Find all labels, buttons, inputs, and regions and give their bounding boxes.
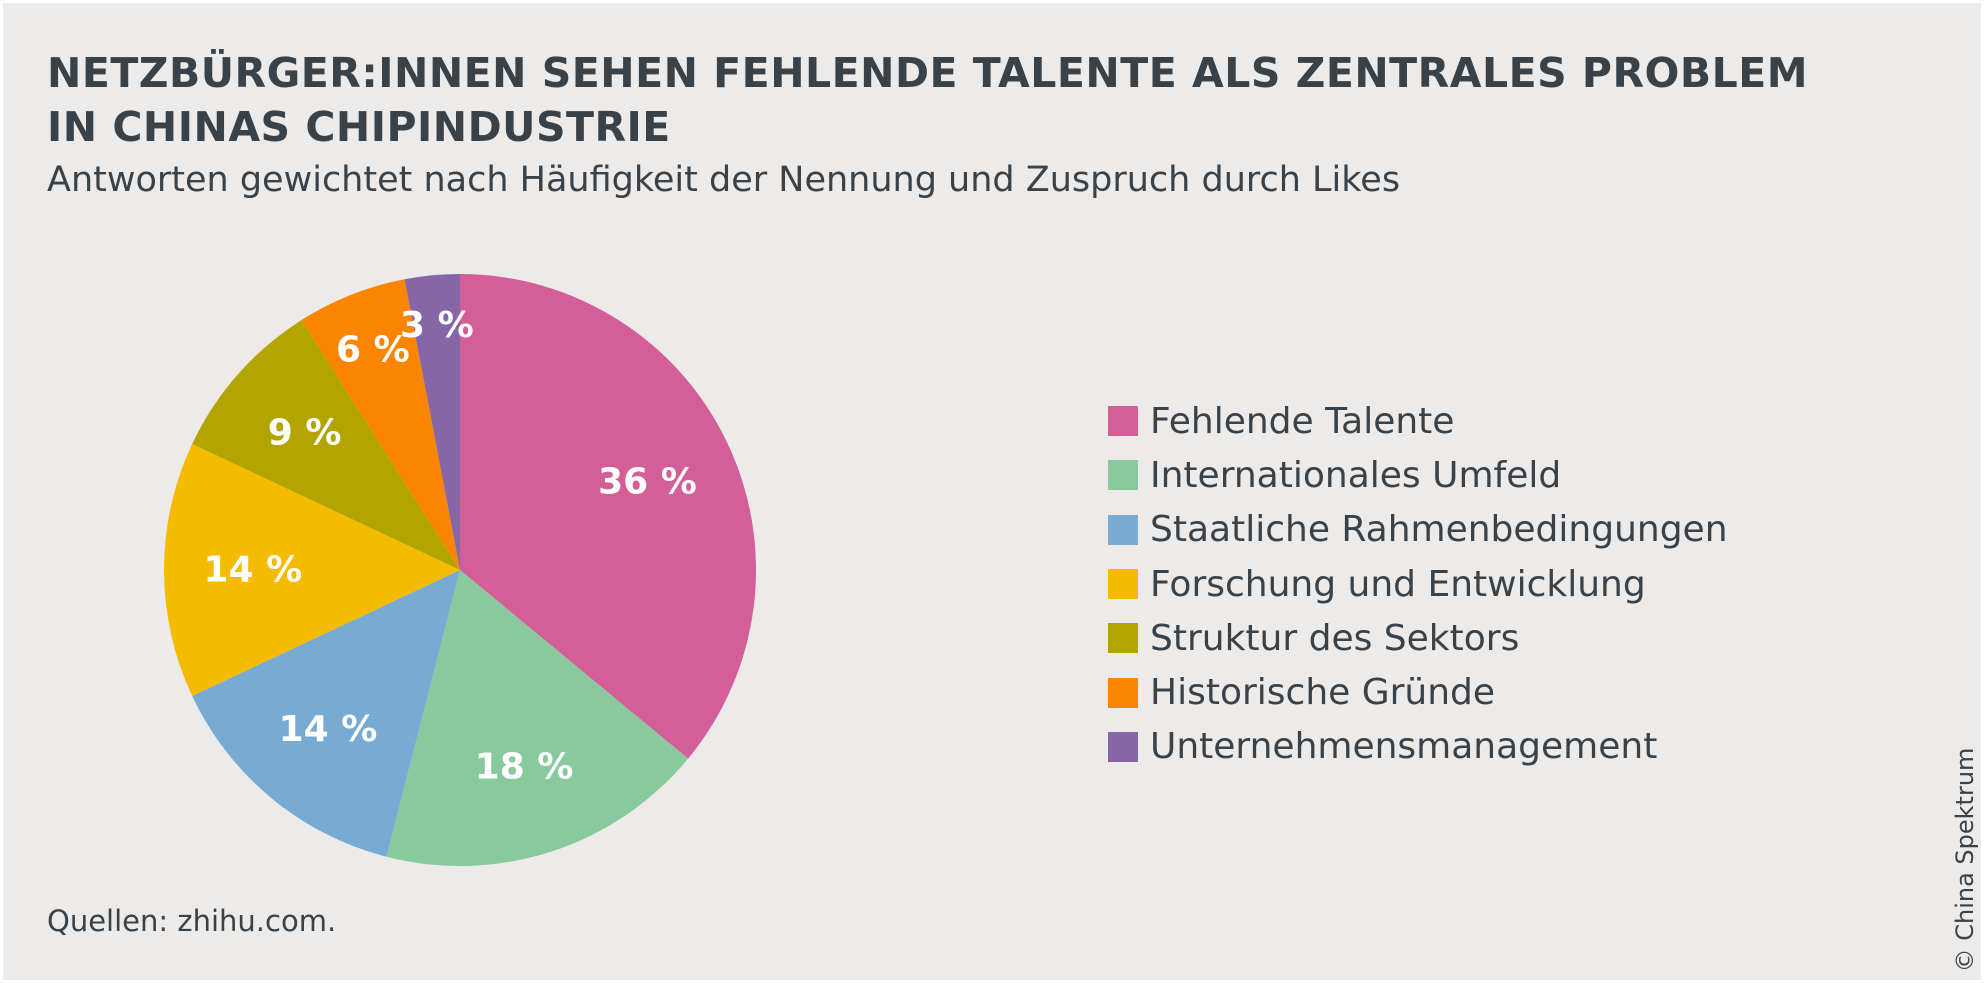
pie-slice-historische-gruende [301,279,460,570]
legend-swatch [1108,406,1138,437]
pie-label-unternehmensmanagement: 3 % [400,305,474,346]
source-note: Quellen: zhihu.com. [47,904,337,938]
pie-label-historische-gruende: 6 % [336,329,410,370]
chart-title-line-2: IN CHINAS CHIPINDUSTRIE [47,103,671,151]
legend-label: Staatliche Rahmenbedingungen [1150,509,1728,551]
legend-item-struktur-des-sektors: Struktur des Sektors [1108,611,1728,665]
pie-label-struktur-des-sektors: 9 % [268,412,342,453]
chart-title: NETZBÜRGER:INNEN SEHEN FEHLENDE TALENTE … [47,46,1809,154]
legend-label: Forschung und Entwicklung [1150,563,1646,605]
copyright-note: © China Spektrum [1951,747,1979,973]
pie-label-staatliche-rahmenbedingungen: 14 % [279,709,378,750]
legend-swatch [1108,623,1138,654]
legend-label: Fehlende Talente [1150,400,1455,442]
pie-slice-fehlende-talente [460,274,756,759]
legend-swatch [1108,460,1138,491]
chart-subtitle: Antworten gewichtet nach Häufigkeit der … [47,160,1401,200]
chart-legend: Fehlende Talente Internationales Umfeld St… [1108,394,1728,774]
pie-label-internationales-umfeld: 18 % [475,747,574,788]
legend-label: Unternehmensmanagement [1150,726,1658,768]
legend-swatch [1108,569,1138,600]
legend-item-internationales-umfeld: Internationales Umfeld [1108,448,1728,502]
legend-swatch [1108,731,1138,762]
legend-label: Struktur des Sektors [1150,617,1520,659]
legend-label: Historische Gründe [1150,672,1496,714]
pie-slice-internationales-umfeld [386,570,689,867]
pie-slice-staatliche-rahmenbedingungen [192,570,460,857]
legend-item-fehlende-talente: Fehlende Talente [1108,394,1728,448]
pie-slice-forschung-und-entwicklung [163,443,460,697]
legend-item-historische-gruende: Historische Gründe [1108,665,1728,719]
pie-slice-struktur-des-sektors [192,320,460,570]
legend-item-unternehmensmanagement: Unternehmensmanagement [1108,720,1728,774]
legend-label: Internationales Umfeld [1150,454,1562,496]
legend-item-forschung-und-entwicklung: Forschung und Entwicklung [1108,557,1728,611]
pie-label-forschung-und-entwicklung: 14 % [203,550,302,591]
legend-swatch [1108,677,1138,708]
legend-swatch [1108,514,1138,545]
pie-slice-unternehmensmanagement [404,274,460,570]
legend-item-staatliche-rahmenbedingungen: Staatliche Rahmenbedingungen [1108,503,1728,557]
pie-label-fehlende-talente: 36 % [598,461,697,502]
chart-title-line-1: NETZBÜRGER:INNEN SEHEN FEHLENDE TALENTE … [47,49,1809,97]
